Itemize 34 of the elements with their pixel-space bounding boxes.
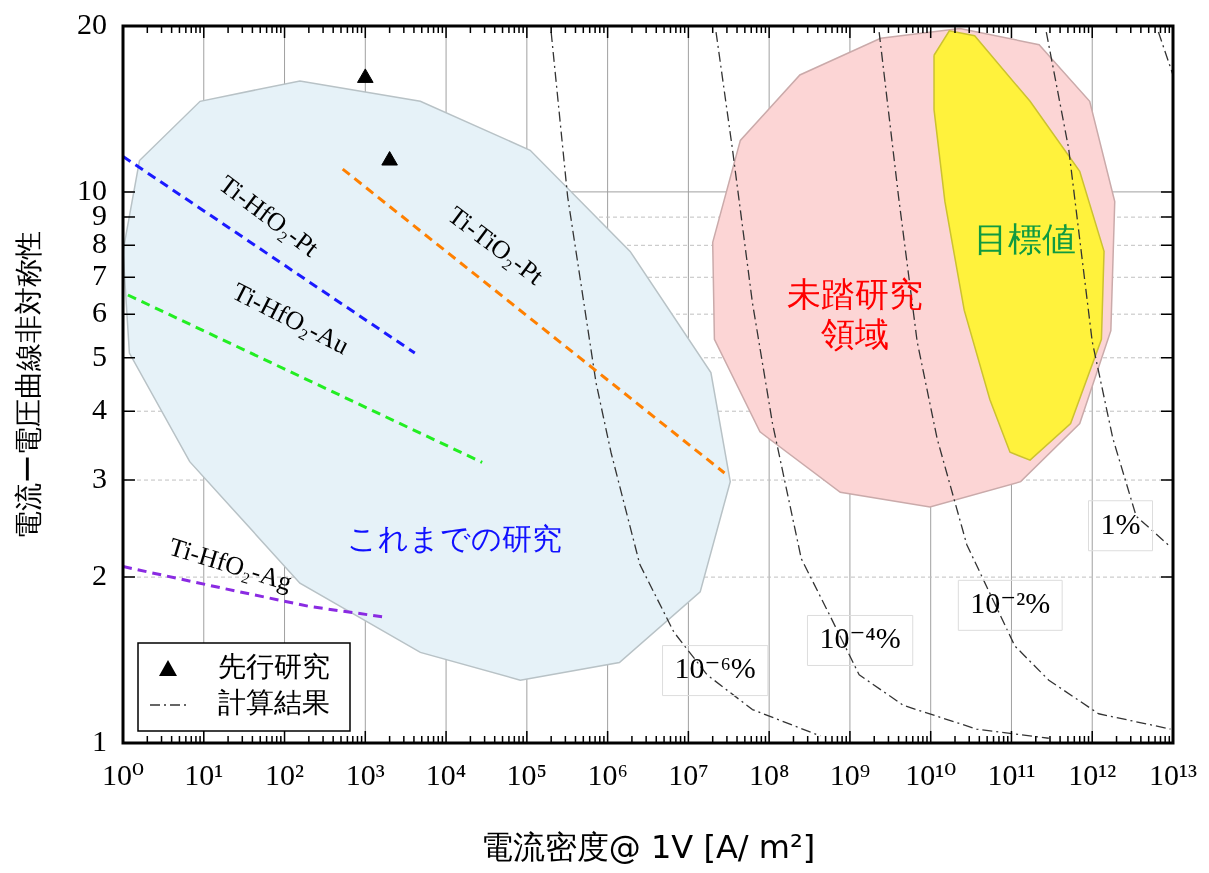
x-tick-label: 10¹ xyxy=(184,757,224,791)
x-tick-label: 10² xyxy=(265,757,305,791)
y-tick-label: 5 xyxy=(92,338,107,372)
x-tick-label: 10¹³ xyxy=(1149,757,1197,791)
y-tick-label: 2 xyxy=(92,557,107,591)
y-tick-label: 7 xyxy=(92,258,107,292)
annotation: これまでの研究 xyxy=(347,520,563,556)
x-tick-label: 10¹⁰ xyxy=(905,757,957,791)
y-tick-label: 6 xyxy=(92,295,107,329)
x-tick-label: 10⁸ xyxy=(748,757,790,791)
y-tick-label: 20 xyxy=(77,6,107,40)
annotation: 1% xyxy=(1100,506,1141,540)
annotation: 10⁻⁴% xyxy=(819,621,901,655)
annotation: 目標値 xyxy=(973,218,1076,259)
x-tick-label: 10⁰ xyxy=(101,757,145,791)
x-axis-title: 電流密度@ 1V [A/ m²] xyxy=(480,828,816,867)
y-tick-label: 8 xyxy=(92,226,107,260)
annotation: 10⁻²% xyxy=(970,586,1051,620)
x-tick-label: 10¹¹ xyxy=(987,757,1036,791)
annotation: 未踏研究領域 xyxy=(786,273,923,355)
legend-label: 先行研究 xyxy=(218,650,330,684)
y-axis-title: 電流ー電圧曲線非対称性 xyxy=(12,230,46,539)
x-tick-label: 10¹² xyxy=(1068,757,1117,791)
x-tick-label: 10⁵ xyxy=(506,757,548,791)
y-tick-label: 1 xyxy=(92,723,107,757)
y-tick-label: 3 xyxy=(92,460,107,494)
x-tick-label: 10³ xyxy=(345,757,385,791)
legend-label: 計算結果 xyxy=(218,686,330,720)
x-tick-label: 10⁹ xyxy=(829,757,871,791)
y-tick-label: 4 xyxy=(92,392,107,426)
x-tick-label: 10⁴ xyxy=(425,757,467,791)
annotation: 10⁻⁶% xyxy=(674,651,756,685)
x-tick-label: 10⁶ xyxy=(587,757,628,791)
x-tick-label: 10⁷ xyxy=(668,757,709,791)
